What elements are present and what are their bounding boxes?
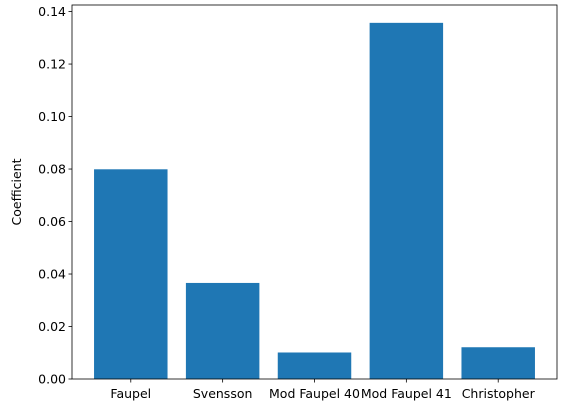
y-axis-label: Coefficient (9, 158, 24, 225)
x-tick-label-christopher: Christopher (462, 386, 536, 401)
bar-christopher (461, 347, 535, 379)
x-tick-label-mod-faupel-41: Mod Faupel 41 (361, 386, 452, 401)
y-tick-label: 0.10 (38, 109, 66, 124)
bar-mod-faupel-41 (369, 22, 444, 380)
x-tick-label-mod-faupel-40: Mod Faupel 40 (269, 386, 360, 401)
y-tick-label: 0.02 (38, 319, 66, 334)
y-axis-ticks: 0.00 0.02 0.04 0.06 0.08 0.10 0.12 0.14 (38, 4, 72, 387)
y-tick-label: 0.12 (38, 57, 66, 72)
y-tick-label: 0.00 (38, 372, 66, 387)
y-tick-label: 0.06 (38, 214, 66, 229)
plot-frame (71, 4, 558, 380)
y-tick-label: 0.08 (38, 162, 66, 177)
y-tick-label: 0.14 (38, 4, 66, 19)
bars-group (94, 22, 535, 380)
x-axis-ticks: Faupel Svensson Mod Faupel 40 Mod Faupel 41… (110, 379, 536, 401)
bar-mod-faupel-40 (277, 352, 352, 379)
x-tick-label-svensson: Svensson (193, 386, 253, 401)
y-tick-label: 0.04 (38, 267, 66, 282)
bar-svensson (185, 282, 260, 379)
bar-faupel (94, 169, 168, 379)
x-tick-label-faupel: Faupel (110, 386, 151, 401)
